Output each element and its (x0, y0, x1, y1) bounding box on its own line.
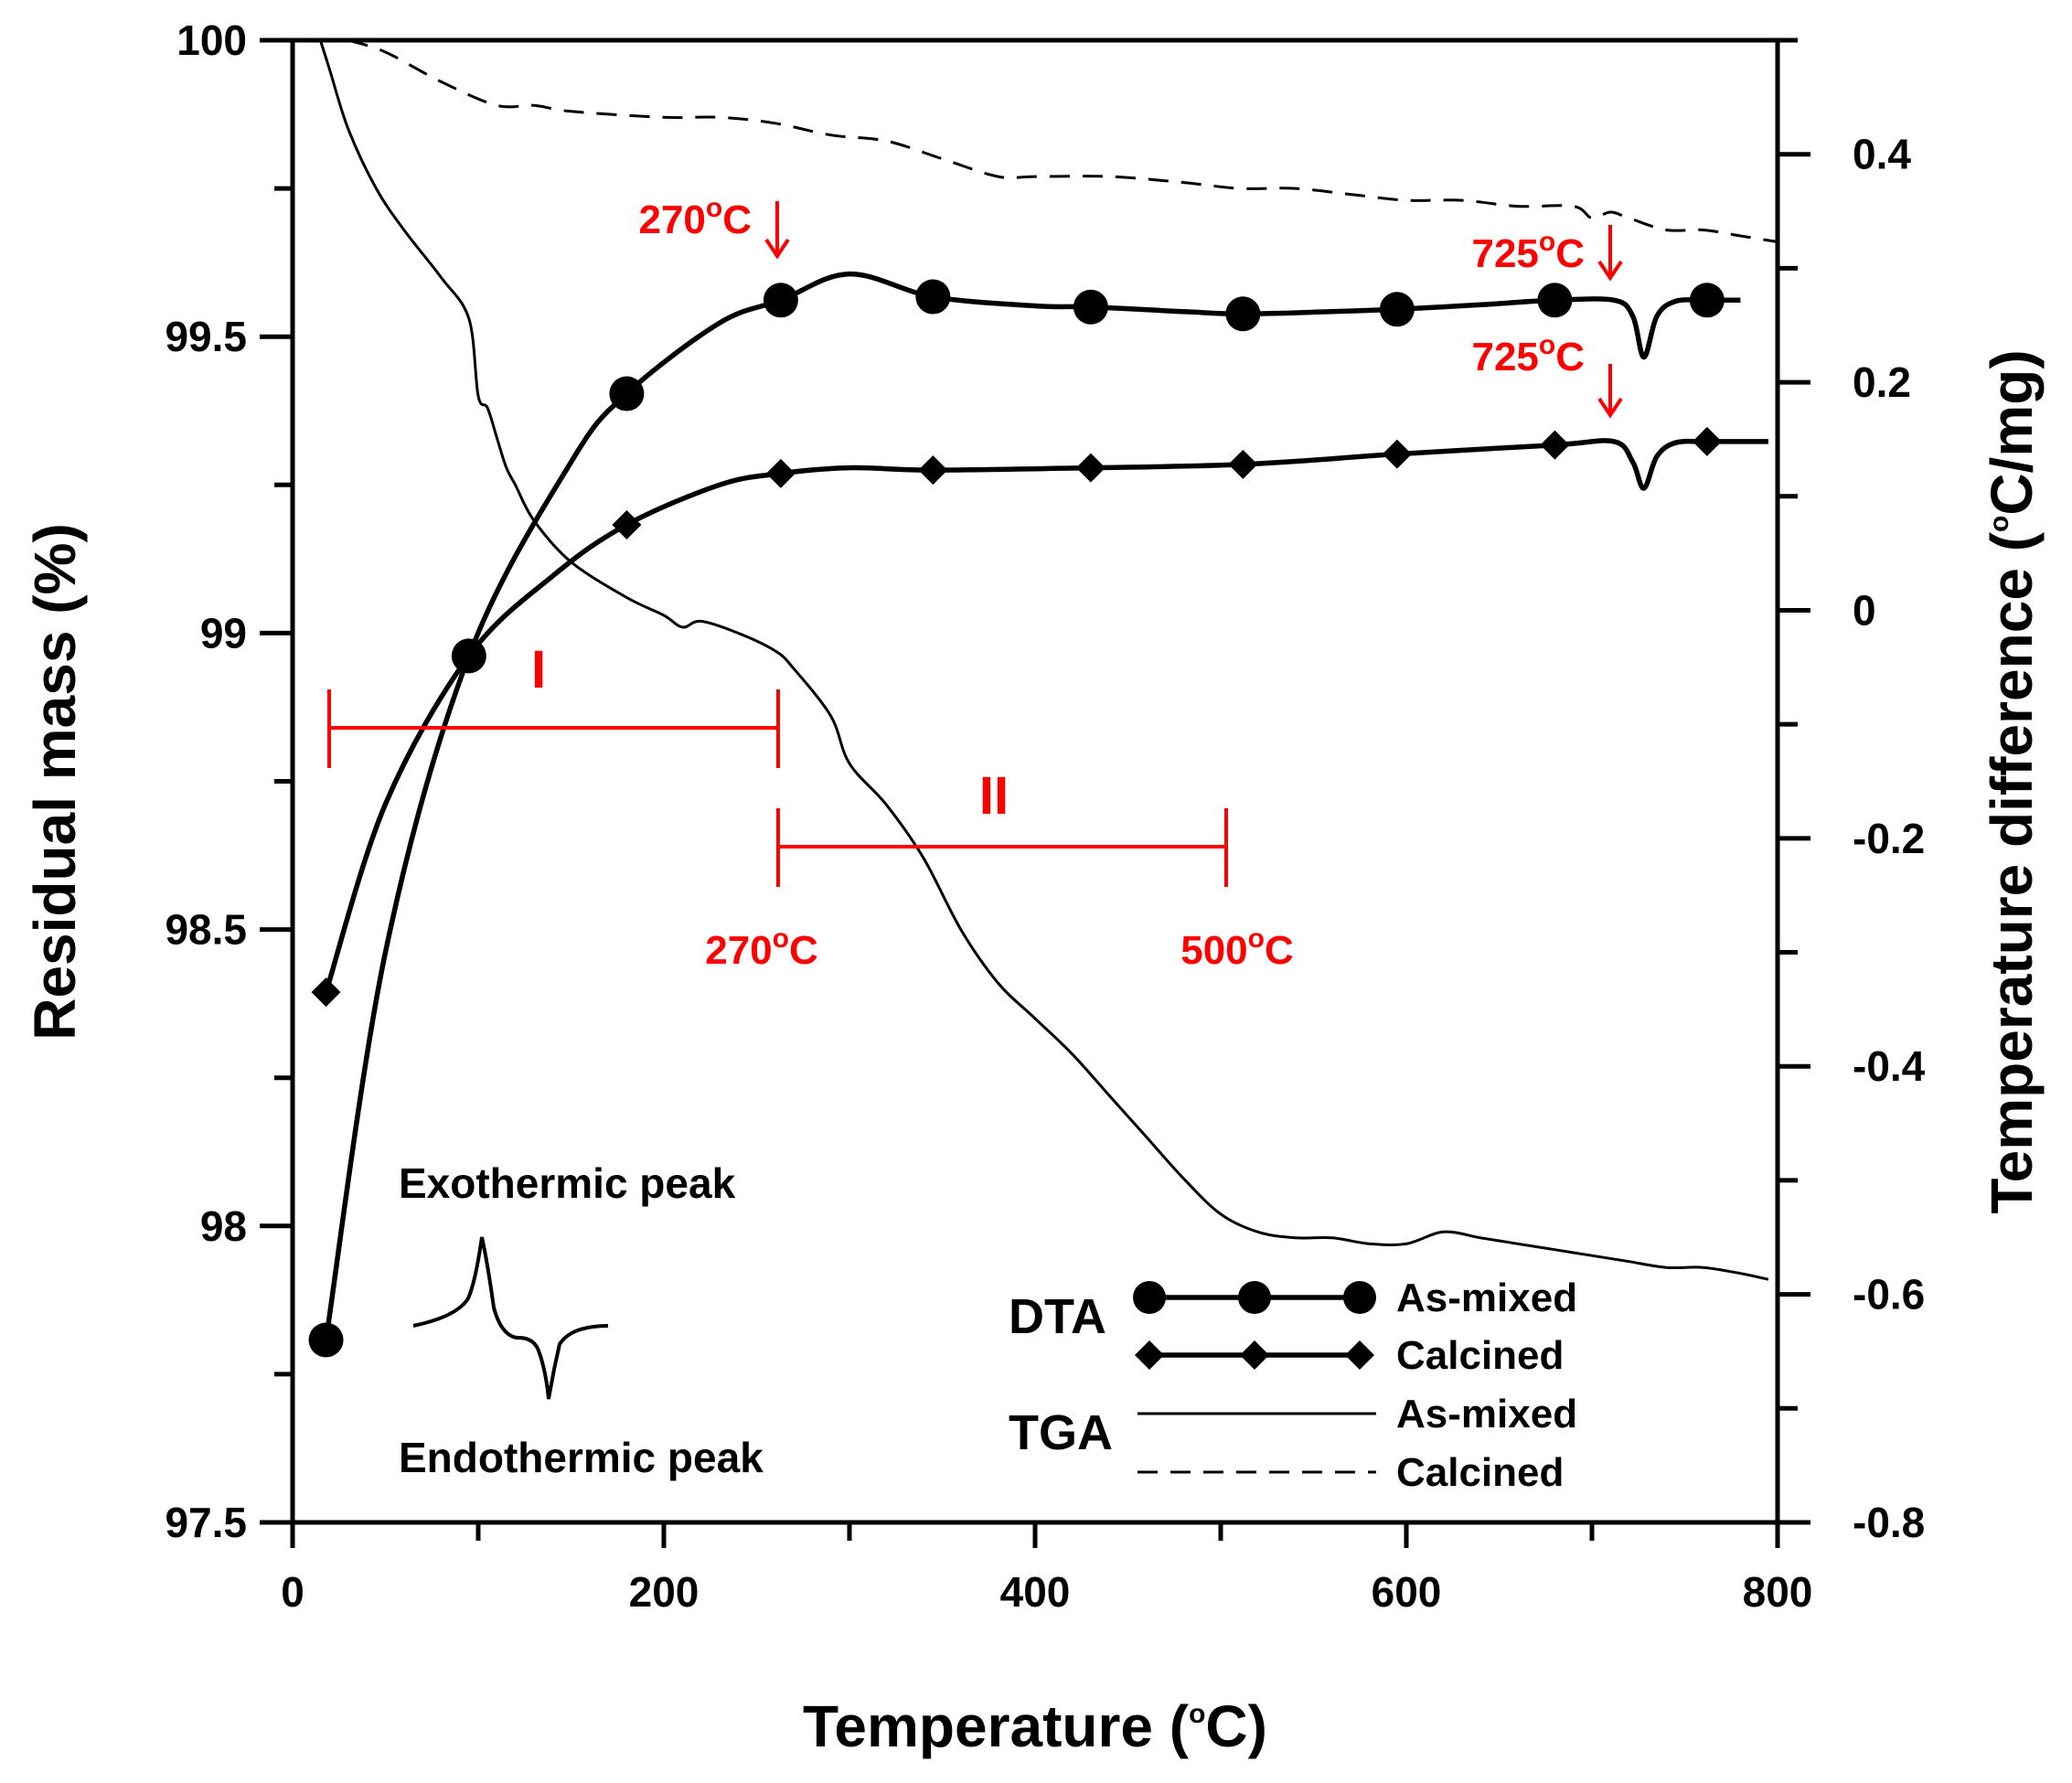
legend-dta-label: DTA (1009, 1289, 1106, 1344)
dta-calcined-line (323, 438, 1768, 994)
endothermic-label: Endothermic peak (399, 1434, 764, 1481)
ticks-layer (260, 37, 1810, 1548)
y-right-axis-title: Temperature difference (oC/mg) (1979, 349, 2045, 1213)
legend-tga-label: TGA (1009, 1405, 1113, 1460)
tga-calcined-line (347, 38, 1778, 243)
region-ii-label: II (979, 766, 1009, 826)
legend: DTA TGA As-mixed Calcined As-mixed Calci… (1009, 1276, 1577, 1495)
dta-as-mixed-marker (915, 279, 951, 315)
y-left-tick-label: 97.5 (165, 1499, 247, 1546)
legend-tga-calcined-text: Calcined (1396, 1450, 1564, 1495)
dta-as-mixed-marker (1537, 283, 1573, 318)
dta-calcined-marker (1540, 430, 1570, 460)
dta-calcined-marker (918, 455, 948, 486)
dta-calcined-marker (1228, 449, 1258, 479)
arrow-725-bottom-head (1597, 397, 1623, 419)
dta-as-mixed-marker (1073, 289, 1108, 325)
annotation-270-arrow: 270oC (638, 193, 790, 260)
annotation-725-bottom-arrow: 725oC (1471, 330, 1623, 419)
dta-as-mixed-marker (1689, 283, 1725, 318)
region-i-bracket: I (327, 640, 780, 768)
y-left-tick-label: 98.5 (165, 906, 247, 954)
arrow-725-top-head (1597, 260, 1623, 282)
dta-calcined-marker (311, 977, 341, 1008)
x-tick-label: 200 (629, 1568, 700, 1616)
x-tick-label: 400 (1000, 1568, 1071, 1616)
y-left-axis-title: Residual mass (%) (22, 523, 88, 1041)
legend-dta-as-mixed-marker-2 (1238, 1281, 1271, 1314)
dta-as-mixed-marker (763, 283, 798, 318)
region-ii-bracket: II 270oC 500oC (705, 766, 1294, 973)
legend-tga-as-mixed-text: As-mixed (1396, 1392, 1577, 1436)
annotation-725-top-arrow: 725oC (1471, 225, 1623, 282)
dta-calcined-marker (1382, 439, 1412, 469)
x-tick-label: 800 (1743, 1568, 1813, 1616)
y-left-tick-label: 100 (176, 16, 247, 64)
x-tick-label: 600 (1372, 1568, 1442, 1616)
dta-calcined-marker (765, 458, 796, 488)
dta-as-mixed-marker (1225, 296, 1261, 332)
y-right-tick-label: 0 (1853, 586, 1876, 634)
legend-dta-calcined-marker-1 (1135, 1340, 1164, 1370)
peak-note: Exothermic peak Endothermic peak (399, 1159, 764, 1481)
dta-as-mixed-marker (609, 376, 645, 411)
x-tick-label: 0 (281, 1568, 304, 1616)
legend-dta-as-mixed-marker-1 (1133, 1281, 1166, 1314)
region-i-label: I (531, 640, 546, 699)
y-left-tick-label: 98 (200, 1202, 247, 1250)
legend-dta-as-mixed-text: As-mixed (1396, 1276, 1577, 1320)
region-ii-start-label: 270oC (705, 924, 818, 973)
legend-dta-calcined-marker-3 (1345, 1340, 1374, 1370)
exothermic-label: Exothermic peak (399, 1159, 736, 1207)
legend-dta-calcined-marker-2 (1240, 1340, 1269, 1370)
y-right-tick-label: -0.6 (1853, 1271, 1925, 1319)
annotation-270-label: 270oC (638, 193, 752, 242)
y-right-tick-label: 0.4 (1853, 131, 1911, 178)
dta-calcined-marker (1075, 453, 1105, 483)
peak-sketch-icon (412, 1236, 609, 1400)
y-right-tick-label: 0.2 (1853, 358, 1911, 406)
legend-dta-calcined-text: Calcined (1396, 1333, 1564, 1378)
y-right-tick-label: -0.2 (1853, 815, 1925, 862)
legend-dta-as-mixed-marker-3 (1343, 1281, 1376, 1314)
dta-calcined-marker (1692, 426, 1722, 456)
dta-as-mixed-marker (308, 1322, 344, 1358)
dta-calcined-marker (612, 509, 642, 539)
annotation-725-bottom-label: 725oC (1471, 330, 1585, 379)
y-left-tick-label: 99.5 (165, 313, 247, 360)
region-ii-end-label: 500oC (1180, 924, 1294, 973)
tick-labels-layer: 0 200 400 600 800 97.5 98 98.5 99 99.5 100 -0.8 -0.6… (165, 16, 1925, 1616)
tga-as-mixed-line (318, 39, 1769, 1281)
y-right-tick-label: -0.4 (1853, 1042, 1926, 1090)
y-left-tick-label: 99 (200, 609, 247, 657)
x-axis-title: Temperature (oC) (803, 1693, 1267, 1759)
dta-as-mixed-marker (1379, 292, 1415, 327)
arrow-270-head (764, 238, 790, 260)
annotation-725-top-label: 725oC (1471, 227, 1585, 276)
markers-layer (308, 279, 1725, 1358)
y-right-tick-label: -0.8 (1853, 1499, 1925, 1546)
dta-as-mixed-marker (451, 638, 486, 674)
